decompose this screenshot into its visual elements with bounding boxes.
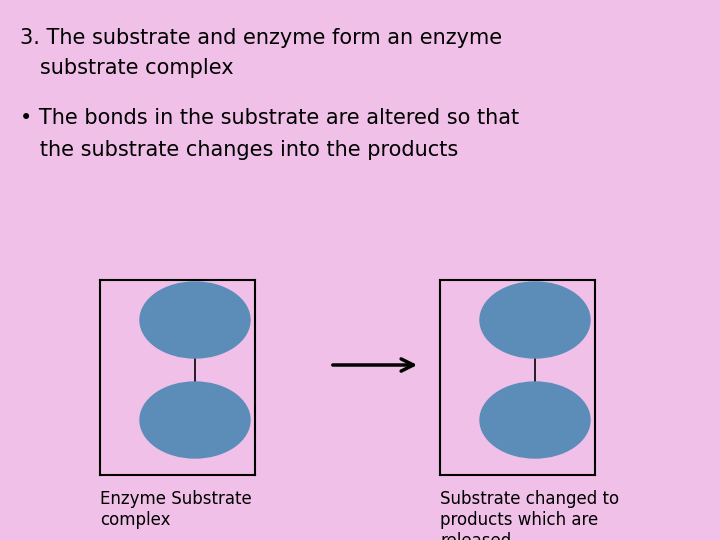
Text: the substrate changes into the products: the substrate changes into the products [20, 140, 458, 160]
Ellipse shape [140, 282, 250, 358]
Ellipse shape [480, 382, 590, 458]
Text: Substrate changed to
products which are
released: Substrate changed to products which are … [440, 490, 619, 540]
Ellipse shape [480, 282, 590, 358]
Text: • The bonds in the substrate are altered so that: • The bonds in the substrate are altered… [20, 108, 519, 128]
Text: 3. The substrate and enzyme form an enzyme: 3. The substrate and enzyme form an enzy… [20, 28, 502, 48]
Ellipse shape [140, 382, 250, 458]
Text: substrate complex: substrate complex [20, 58, 233, 78]
Text: Enzyme Substrate
complex: Enzyme Substrate complex [100, 490, 252, 529]
